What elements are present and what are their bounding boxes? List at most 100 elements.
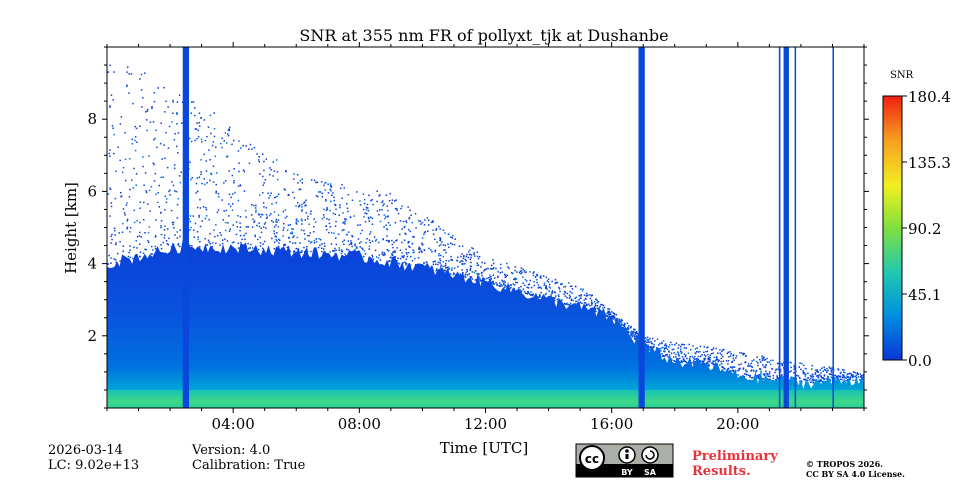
noise-speckle <box>668 350 670 352</box>
noise-speckle <box>634 333 637 335</box>
noise-speckle <box>324 189 327 191</box>
noise-speckle <box>378 195 380 197</box>
noise-speckle <box>554 295 557 297</box>
noise-speckle <box>155 219 157 221</box>
noise-speckle <box>396 247 398 249</box>
noise-speckle <box>170 209 173 212</box>
noise-speckle <box>223 140 225 142</box>
noise-speckle <box>685 347 687 349</box>
noise-speckle <box>756 356 758 358</box>
noise-speckle <box>350 243 353 245</box>
noise-speckle <box>763 356 765 358</box>
noise-speckle <box>712 362 714 364</box>
noise-speckle <box>540 275 542 277</box>
noise-speckle <box>391 239 393 242</box>
noise-speckle <box>257 213 260 215</box>
noise-speckle <box>693 360 695 362</box>
noise-speckle <box>556 298 559 301</box>
noise-speckle <box>708 365 710 367</box>
noise-speckle <box>855 374 857 377</box>
noise-speckle <box>850 373 853 376</box>
noise-speckle <box>163 229 166 231</box>
noise-speckle <box>733 366 736 368</box>
noise-speckle <box>721 366 724 368</box>
noise-speckle <box>173 227 175 229</box>
noise-speckle <box>203 119 206 121</box>
noise-speckle <box>817 374 819 377</box>
noise-speckle <box>492 268 494 270</box>
noise-speckle <box>707 356 710 358</box>
noise-speckle <box>293 235 295 237</box>
noise-speckle <box>545 276 548 279</box>
noise-speckle <box>376 210 379 212</box>
noise-speckle <box>451 269 453 271</box>
noise-speckle <box>365 242 367 244</box>
noise-speckle <box>859 373 862 375</box>
noise-speckle <box>212 141 215 143</box>
noise-speckle <box>387 215 389 217</box>
noise-speckle <box>575 300 577 303</box>
noise-speckle <box>259 236 261 239</box>
noise-speckle <box>520 291 522 293</box>
noise-speckle <box>214 235 216 238</box>
noise-speckle <box>110 202 113 204</box>
noise-speckle <box>136 141 138 143</box>
noise-speckle <box>766 375 768 377</box>
noise-speckle <box>852 374 854 376</box>
noise-speckle <box>728 356 730 358</box>
noise-speckle <box>596 299 598 301</box>
noise-speckle <box>716 356 718 359</box>
noise-speckle <box>829 367 831 370</box>
noise-speckle <box>240 147 242 149</box>
noise-speckle <box>410 214 412 216</box>
noise-speckle <box>191 101 193 103</box>
noise-speckle <box>191 177 193 179</box>
noise-speckle <box>534 276 537 278</box>
noise-speckle <box>144 72 146 74</box>
noise-speckle <box>570 285 572 288</box>
noise-speckle <box>359 224 361 226</box>
noise-speckle <box>820 379 822 381</box>
noise-speckle <box>570 298 573 301</box>
noise-speckle <box>111 233 113 236</box>
noise-speckle <box>262 184 265 186</box>
noise-speckle <box>780 362 782 365</box>
noise-speckle <box>749 365 751 367</box>
footer-version-block: Version: 4.0 Calibration: True <box>192 443 305 473</box>
noise-speckle <box>329 209 331 212</box>
noise-speckle <box>303 246 305 249</box>
noise-speckle <box>126 220 128 222</box>
noise-speckle <box>418 247 420 249</box>
noise-speckle <box>227 129 230 131</box>
noise-speckle <box>727 367 730 370</box>
noise-speckle <box>415 227 417 229</box>
noise-speckle <box>442 244 445 246</box>
noise-speckle <box>618 319 620 321</box>
by-label: BY <box>621 468 633 477</box>
noise-speckle <box>293 251 295 253</box>
noise-speckle <box>269 214 271 217</box>
noise-speckle <box>491 268 493 270</box>
noise-speckle <box>514 269 516 272</box>
noise-speckle <box>662 346 664 349</box>
noise-speckle <box>142 156 144 158</box>
noise-speckle <box>523 290 526 293</box>
noise-speckle <box>329 251 331 253</box>
noise-speckle <box>554 299 556 302</box>
noise-speckle <box>307 215 309 218</box>
noise-speckle <box>565 303 567 305</box>
noise-speckle <box>432 221 434 223</box>
noise-speckle <box>144 248 146 251</box>
noise-speckle <box>270 169 272 171</box>
noise-speckle <box>434 249 437 252</box>
noise-speckle <box>275 224 277 226</box>
noise-speckle <box>415 264 417 266</box>
noise-speckle <box>397 212 400 215</box>
noise-speckle <box>109 105 111 107</box>
noise-speckle <box>523 270 526 272</box>
noise-speckle <box>522 268 524 271</box>
noise-speckle <box>332 192 334 194</box>
noise-speckle <box>113 258 115 260</box>
noise-speckle <box>781 364 783 367</box>
noise-speckle <box>765 364 767 367</box>
